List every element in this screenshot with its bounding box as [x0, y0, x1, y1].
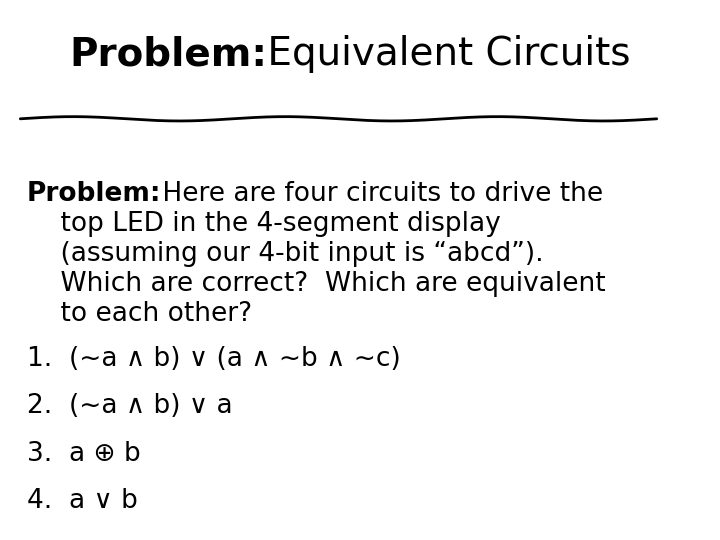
Text: 2.  (∼a ∧ b) ∨ a: 2. (∼a ∧ b) ∨ a [27, 393, 233, 419]
Text: top LED in the 4-segment display
    (assuming our 4-bit input is “abcd”).
    W: top LED in the 4-segment display (assumi… [27, 181, 606, 327]
Text: Problem:: Problem: [27, 181, 161, 207]
Text: Here are four circuits to drive the: Here are four circuits to drive the [153, 181, 603, 207]
Text: 4.  a ∨ b: 4. a ∨ b [27, 488, 138, 514]
Text: 1.  (∼a ∧ b) ∨ (a ∧ ∼b ∧ ∼c): 1. (∼a ∧ b) ∨ (a ∧ ∼b ∧ ∼c) [27, 346, 401, 372]
Text: 3.  a ⊕ b: 3. a ⊕ b [27, 441, 141, 467]
Text: Problem:: Problem: [69, 35, 267, 73]
Text: Equivalent Circuits: Equivalent Circuits [255, 35, 631, 73]
